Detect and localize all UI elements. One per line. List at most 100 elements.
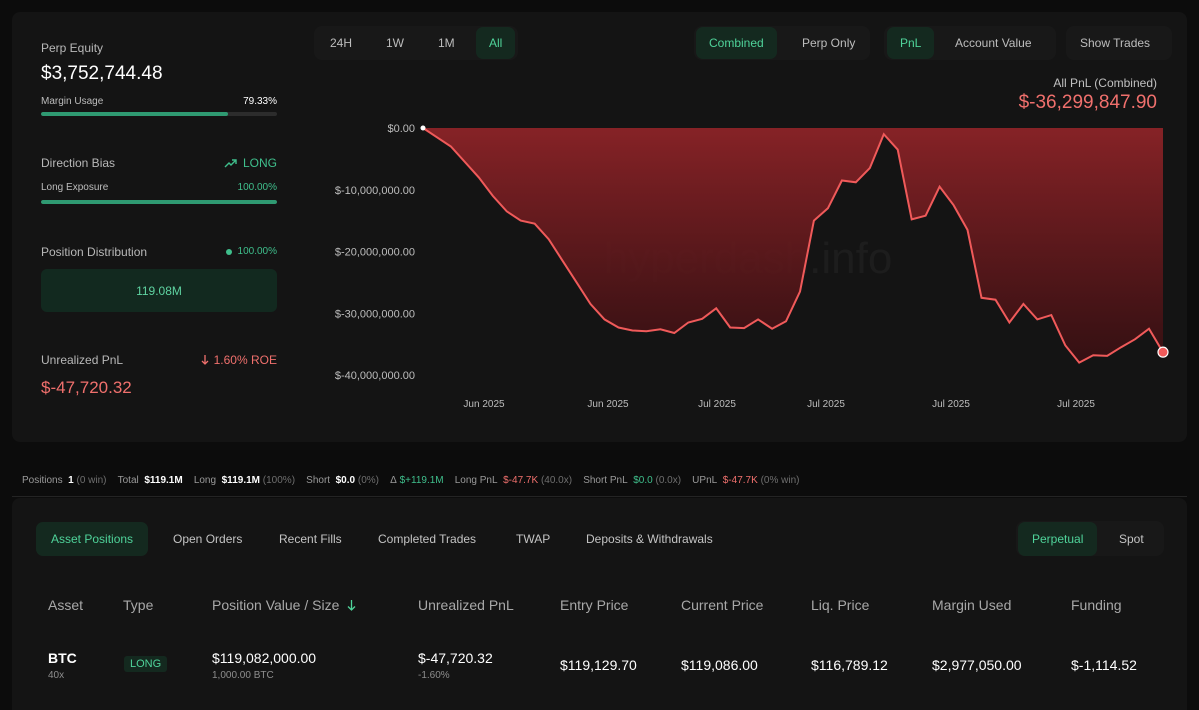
margin-usage-bar-fill: [41, 112, 229, 116]
view-mode-combined[interactable]: Combined: [696, 27, 777, 59]
upnl-label: UPnL: [692, 475, 718, 486]
column-header-funding[interactable]: Funding: [1071, 597, 1122, 613]
pnl-line: [422, 127, 1164, 364]
row-asset[interactable]: BTC: [48, 650, 77, 666]
short-label: Short: [306, 475, 331, 486]
x-tick-label: Jul 2025: [932, 399, 970, 410]
position-distribution-label: Position Distribution: [41, 245, 148, 259]
market-type-perpetual[interactable]: Perpetual: [1018, 522, 1098, 556]
total-value: $119.1M: [144, 475, 183, 486]
x-tick-label: Jun 2025: [463, 399, 505, 410]
column-header-position-value-label: Position Value / Size: [212, 597, 340, 613]
market-type-spot[interactable]: Spot: [1119, 532, 1144, 546]
timeframe-1m[interactable]: 1M: [438, 36, 455, 50]
show-trades-button[interactable]: Show Trades: [1080, 36, 1151, 50]
timeframe-1w[interactable]: 1W: [386, 36, 404, 50]
timeframe-24h[interactable]: 24H: [330, 36, 353, 50]
long-pnl-label: Long PnL: [454, 475, 498, 486]
timeframe-all[interactable]: All: [476, 27, 516, 59]
column-header-margin-used[interactable]: Margin Used: [932, 597, 1012, 613]
long-pct: (100%): [262, 475, 296, 486]
tab-open-orders[interactable]: Open Orders: [173, 532, 243, 546]
column-header-asset[interactable]: Asset: [48, 597, 84, 613]
delta-value: $+119.1M: [399, 475, 444, 486]
tab-recent-fills[interactable]: Recent Fills: [279, 532, 342, 546]
short-pnl-value: $0.0: [633, 475, 653, 486]
unrealized-pnl-label: Unrealized PnL: [41, 353, 124, 367]
short-pnl-x: (0.0x): [655, 475, 682, 486]
long-dot-icon: [225, 248, 232, 255]
row-current-price: $119,086.00: [681, 657, 758, 673]
position-distribution-bar[interactable]: 119.08M: [41, 269, 277, 312]
pnl-header-value: $-36,299,847.90: [1018, 92, 1157, 113]
pnl-chart[interactable]: hyperdash.info $0.00$-10,000,000.00$-20,…: [318, 118, 1188, 418]
long-exposure-value: 100.00%: [237, 182, 277, 193]
column-header-entry-price[interactable]: Entry Price: [560, 597, 629, 613]
column-header-unrealized-pnl[interactable]: Unrealized PnL: [418, 597, 514, 613]
arrow-down-icon: [201, 355, 209, 365]
show-trades-container: [1066, 26, 1172, 60]
view-mode-perp-only[interactable]: Perp Only: [802, 36, 856, 50]
long-label: Long: [193, 475, 217, 486]
direction-bias-indicator: LONG: [224, 156, 277, 170]
margin-usage-value: 79.33%: [243, 96, 277, 107]
upnl-win: (0% win): [760, 475, 800, 486]
positions-panel: [12, 498, 1187, 710]
direction-bias-value: LONG: [242, 156, 277, 170]
perp-equity-value: $3,752,744.48: [41, 63, 163, 84]
column-header-current-price[interactable]: Current Price: [681, 597, 764, 613]
position-distribution-indicator: 100.00%: [225, 246, 277, 257]
row-entry-price: $119,129.70: [560, 657, 637, 673]
row-unrealized-pnl-pct: -1.60%: [418, 670, 450, 681]
margin-usage-label: Margin Usage: [41, 96, 104, 107]
row-leverage: 40x: [48, 670, 65, 681]
row-size: 1,000.00 BTC: [212, 670, 274, 681]
row-margin-used: $2,977,050.00: [932, 657, 1022, 673]
short-value: $0.0: [335, 475, 356, 486]
position-distribution-value: 100.00%: [237, 246, 277, 257]
row-position-value: $119,082,000.00: [212, 650, 317, 666]
upnl-value: $-47.7K: [722, 475, 758, 486]
y-tick-label: $-30,000,000.00: [335, 308, 415, 320]
delta-label: Δ: [390, 475, 397, 486]
row-funding: $-1,114.52: [1071, 657, 1137, 673]
x-tick-label: Jul 2025: [1057, 399, 1095, 410]
metric-pnl[interactable]: PnL: [887, 27, 935, 59]
short-pnl-label: Short PnL: [583, 475, 628, 486]
perp-equity-label: Perp Equity: [41, 41, 104, 55]
positions-win: (0 win): [76, 475, 107, 486]
sort-descending-icon: [347, 599, 356, 611]
long-exposure-bar-fill: [41, 200, 277, 204]
position-distribution-total: 119.08M: [136, 283, 182, 298]
pnl-area: [423, 128, 1163, 363]
y-tick-label: $-20,000,000.00: [335, 247, 415, 259]
y-axis: $0.00 $-10,000,000.00 $-20,000,000.00 $-30,…: [335, 123, 415, 382]
unrealized-pnl-value: $-47,720.32: [41, 378, 132, 397]
row-type-badge: LONG: [124, 656, 168, 672]
x-tick-label: Jul 2025: [698, 399, 736, 410]
unrealized-pnl-roe-value: 1.60% ROE: [213, 353, 277, 367]
column-header-position-value[interactable]: Position Value / Size: [212, 597, 356, 613]
tab-deposits-withdrawals[interactable]: Deposits & Withdrawals: [586, 532, 713, 546]
current-point-marker[interactable]: [1157, 346, 1169, 358]
row-liq-price: $116,789.12: [811, 657, 888, 673]
total-label: Total: [117, 475, 139, 486]
positions-stats-bar: Positions 1 (0 win) Total $119.1M Long $…: [22, 475, 799, 486]
x-tick-label: Jul 2025: [807, 399, 845, 410]
unrealized-pnl-roe: 1.60% ROE: [201, 353, 277, 367]
tab-asset-positions[interactable]: Asset Positions: [36, 522, 149, 556]
long-exposure-label: Long Exposure: [41, 182, 109, 193]
column-header-type[interactable]: Type: [123, 597, 154, 613]
long-pnl-x: (40.0x): [540, 475, 573, 486]
metric-account-value[interactable]: Account Value: [955, 36, 1032, 50]
y-tick-label: $0.00: [387, 123, 415, 135]
divider: [12, 496, 1187, 497]
tab-completed-trades[interactable]: Completed Trades: [378, 532, 477, 546]
trending-up-icon: [224, 158, 237, 167]
column-header-liq-price[interactable]: Liq. Price: [811, 597, 870, 613]
y-tick-label: $-40,000,000.00: [335, 370, 415, 382]
tab-twap[interactable]: TWAP: [516, 532, 551, 546]
y-tick-label: $-10,000,000.00: [335, 185, 415, 197]
row-unrealized-pnl: $-47,720.32: [418, 650, 493, 666]
positions-label: Positions: [22, 475, 63, 486]
